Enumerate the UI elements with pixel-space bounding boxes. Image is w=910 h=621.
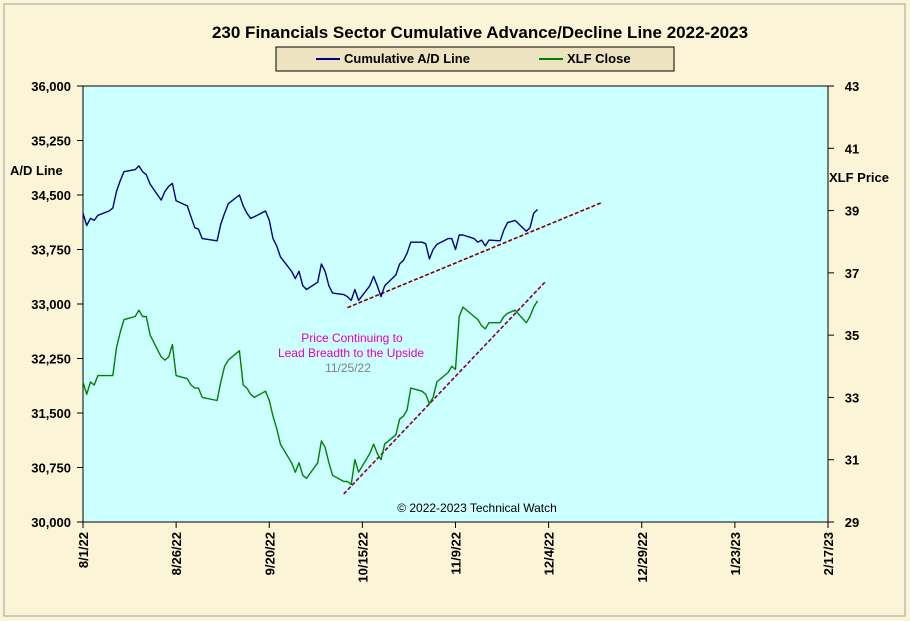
series-layer <box>82 165 539 486</box>
annotation: Price Continuing to Lead Breadth to the … <box>278 331 424 375</box>
y-right-tick-label: 37 <box>845 266 859 281</box>
x-tick-label: 8/1/22 <box>76 532 91 568</box>
y-left-tick-label: 30,750 <box>31 461 71 476</box>
legend-label-xlf-close: XLF Close <box>567 51 631 66</box>
y-right-tick-label: 41 <box>845 141 859 156</box>
y-left-tick-label: 34,500 <box>31 188 71 203</box>
series-line-ad <box>82 165 538 302</box>
y-right-tick-label: 31 <box>845 453 859 468</box>
series-line-xlf-close <box>82 300 539 486</box>
copyright-text: © 2022-2023 Technical Watch <box>397 501 557 515</box>
x-tick-label: 12/4/22 <box>542 532 557 575</box>
trendline-1 <box>347 202 602 309</box>
plot-area <box>82 85 829 523</box>
y-left-tick-label: 32,250 <box>31 352 71 367</box>
legend-label-ad-line: Cumulative A/D Line <box>344 51 470 66</box>
x-tick-label: 11/9/22 <box>449 532 464 575</box>
y-right-tick-label: 33 <box>845 390 859 405</box>
y-right-tick-label: 43 <box>845 79 859 94</box>
y-left-tick-label: 35,250 <box>31 134 71 149</box>
legend: Cumulative A/D Line XLF Close <box>275 46 675 72</box>
y-right-tick-label: 39 <box>845 204 859 219</box>
y-right-tick-label: 29 <box>845 515 859 530</box>
x-tick-label: 12/29/22 <box>635 532 650 583</box>
x-tick-label: 2/17/23 <box>821 532 836 575</box>
ticks-layer: 30,000 30,750 31,500 32,250 33,000 33,750 34,5… <box>31 79 859 583</box>
y-left-tick-label: 33,000 <box>31 297 71 312</box>
x-tick-label: 9/20/22 <box>262 532 277 575</box>
y-right-tick-label: 35 <box>845 328 859 343</box>
chart-title: 230 Financials Sector Cumulative Advance… <box>212 23 748 42</box>
trendlines-layer <box>343 202 602 495</box>
annotation-date: 11/25/22 <box>325 361 371 375</box>
y-left-tick-label: 36,000 <box>31 79 71 94</box>
y-axis-right-title: XLF Price <box>829 170 889 185</box>
annotation-line-2: Lead Breadth to the Upside <box>278 346 424 360</box>
annotation-line-1: Price Continuing to <box>301 331 403 345</box>
legend-box <box>275 46 675 72</box>
x-tick-label: 8/26/22 <box>169 532 184 575</box>
x-tick-label: 1/23/23 <box>728 532 743 575</box>
y-left-tick-label: 33,750 <box>31 243 71 258</box>
y-axis-left-title: A/D Line <box>10 163 63 178</box>
trendline-2 <box>343 281 546 495</box>
y-left-tick-label: 31,500 <box>31 406 71 421</box>
x-tick-label: 10/15/22 <box>355 532 370 583</box>
y-left-tick-label: 30,000 <box>31 515 71 530</box>
